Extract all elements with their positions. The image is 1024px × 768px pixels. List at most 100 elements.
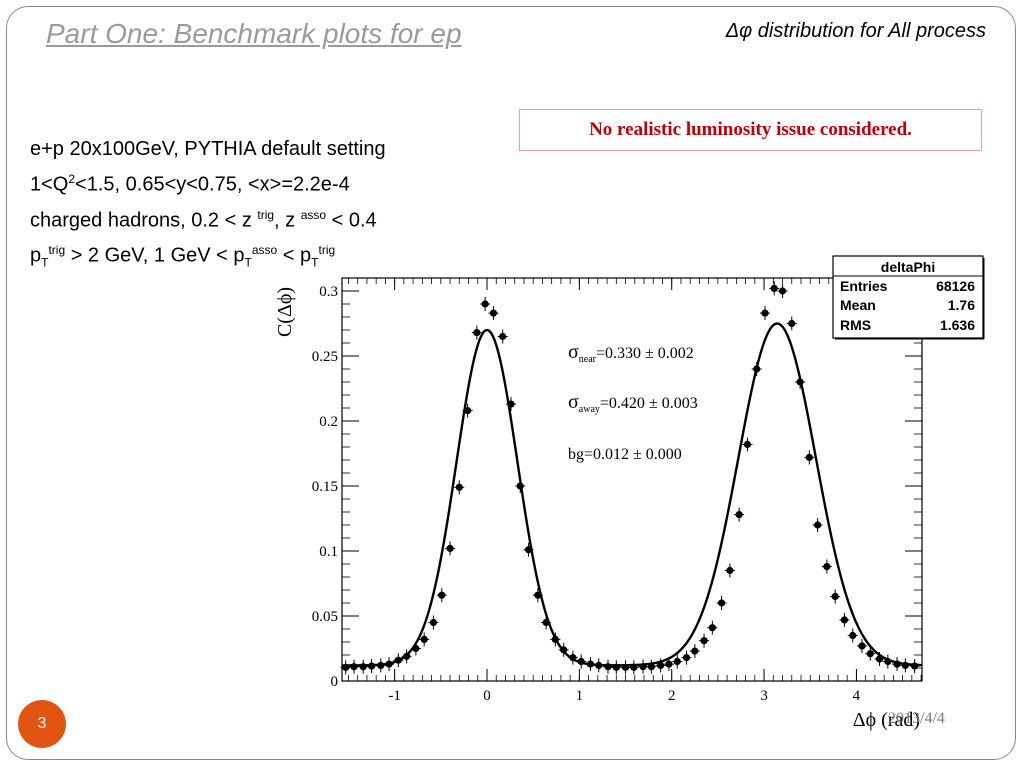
- data-marker: [682, 654, 691, 662]
- y-tick-label: 0.2: [319, 414, 338, 430]
- data-marker: [875, 655, 884, 663]
- data-marker: [840, 616, 849, 624]
- data-marker: [743, 440, 752, 448]
- data-point: [567, 650, 578, 665]
- data-marker: [542, 618, 550, 627]
- data-point: [611, 660, 622, 675]
- info-line-4: pTtrig > 2 GeV, 1 GeV < pTasso < pTtrig: [30, 243, 336, 270]
- data-point: [830, 589, 841, 604]
- data-marker: [858, 642, 866, 650]
- data-marker: [717, 599, 726, 607]
- data-marker: [770, 284, 778, 292]
- data-point: [550, 632, 561, 647]
- data-marker: [403, 652, 411, 660]
- data-marker: [586, 660, 595, 668]
- data-point: [358, 659, 369, 674]
- slide-subtitle: Δφ distribution for All process: [725, 20, 986, 42]
- data-marker: [823, 563, 831, 571]
- data-marker: [507, 400, 515, 408]
- x-tick-label: 1: [576, 688, 584, 704]
- data-marker: [394, 656, 402, 664]
- data-marker: [412, 644, 420, 653]
- x-tick-label: -1: [388, 688, 401, 704]
- data-marker: [455, 483, 463, 491]
- data-point: [462, 403, 473, 418]
- slide-date: 2013/4/4: [888, 710, 945, 727]
- info-line-2: 1<Q2<1.5, 0.65<y<0.75, <x>=2.2e-4: [30, 172, 350, 196]
- data-point: [865, 646, 876, 661]
- data-point: [340, 660, 351, 675]
- page-number-badge: 3: [18, 700, 66, 748]
- data-marker: [761, 309, 769, 317]
- stats-label-entries: Entries: [840, 278, 888, 294]
- data-marker: [489, 309, 498, 317]
- data-marker: [884, 657, 892, 666]
- data-point: [804, 450, 815, 465]
- data-point: [759, 306, 770, 321]
- data-point: [777, 284, 788, 298]
- data-point: [541, 615, 552, 630]
- y-tick-label: 0.05: [312, 609, 338, 625]
- data-point: [454, 480, 465, 495]
- data-point: [602, 659, 613, 674]
- data-point: [734, 507, 745, 522]
- data-point: [892, 657, 903, 672]
- data-marker: [560, 646, 568, 654]
- data-point: [882, 654, 893, 669]
- data-marker: [524, 546, 533, 554]
- data-marker: [350, 663, 358, 671]
- data-marker: [473, 329, 481, 337]
- data-point: [506, 397, 517, 412]
- data-point: [375, 658, 386, 673]
- data-marker: [534, 591, 542, 599]
- x-tick-label: 0: [483, 688, 491, 704]
- data-point: [699, 633, 710, 648]
- data-marker: [911, 662, 919, 670]
- data-marker: [788, 319, 796, 328]
- data-point: [384, 657, 395, 672]
- data-point: [428, 615, 439, 630]
- data-point: [769, 281, 780, 296]
- data-point: [515, 479, 526, 493]
- data-marker: [621, 663, 630, 671]
- info-line-1: e+p 20x100GeV, PYTHIA default setting: [30, 138, 386, 160]
- data-point: [410, 641, 421, 656]
- x-tick-label: 3: [760, 688, 768, 704]
- data-marker: [778, 287, 787, 295]
- data-marker: [630, 663, 638, 671]
- data-marker: [673, 657, 681, 666]
- data-point: [532, 588, 543, 603]
- data-marker: [805, 453, 813, 461]
- slide-title: Part One: Benchmark plots for ep: [46, 18, 462, 49]
- data-marker: [849, 631, 857, 640]
- slide-frame: [6, 6, 1016, 760]
- data-point: [419, 632, 430, 647]
- data-marker: [657, 661, 665, 670]
- y-axis-label: C(Δϕ): [274, 287, 296, 337]
- y-tick-label: 0.15: [312, 479, 338, 495]
- data-marker: [577, 657, 585, 666]
- data-marker: [893, 660, 901, 668]
- fit-curve: [341, 322, 923, 667]
- data-point: [436, 588, 447, 603]
- stats-label-rms: RMS: [840, 317, 871, 333]
- data-point: [471, 325, 482, 340]
- stats-label-mean: Mean: [840, 297, 876, 313]
- data-point: [593, 658, 604, 673]
- data-point: [847, 628, 858, 643]
- data-point: [812, 518, 823, 532]
- data-point: [585, 657, 596, 672]
- data-point: [366, 659, 377, 674]
- data-point: [839, 612, 850, 627]
- data-point: [480, 297, 491, 311]
- data-point: [909, 659, 920, 674]
- data-point: [655, 658, 666, 673]
- data-point: [707, 620, 718, 635]
- info-line-3: charged hadrons, 0.2 < z trig, z asso < …: [30, 207, 377, 232]
- data-marker: [665, 660, 673, 668]
- data-point: [742, 437, 753, 452]
- data-point: [663, 657, 674, 672]
- bg-annotation: bg=0.012 ± 0.000: [568, 446, 682, 463]
- data-point: [393, 653, 404, 668]
- data-marker: [708, 624, 716, 632]
